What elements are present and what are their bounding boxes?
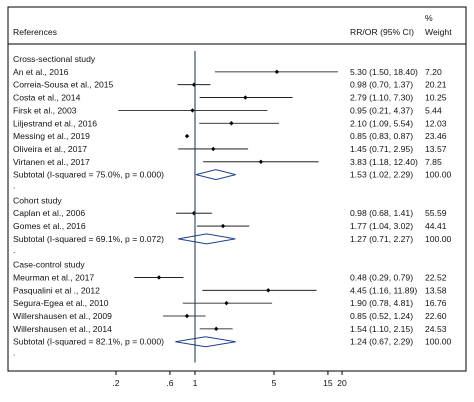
study-label: Firsk et al., 2003: [13, 105, 77, 115]
point-estimate: [184, 313, 190, 319]
subtotal-label: Subtotal (I-squared = 82.1%, p = 0.000): [13, 337, 164, 347]
weight-text: 7.85: [425, 157, 442, 167]
study-label: Costa et al., 2014: [13, 93, 81, 103]
weight-text: 13.58: [425, 285, 447, 295]
weight-text: 23.46: [425, 131, 447, 141]
subtotal-diamond: [195, 169, 236, 181]
weight-text: 22.60: [425, 311, 447, 321]
spacer-dot: .: [13, 181, 15, 191]
weight-text: 5.44: [425, 105, 442, 115]
point-estimate: [243, 95, 248, 100]
header-references: References: [13, 27, 57, 37]
study-label: Oliveira et al., 2017: [13, 144, 87, 154]
group-label: Case-control study: [13, 260, 85, 270]
effect-ci-text: 2.10 (1.09, 5.54): [350, 118, 413, 128]
point-estimate: [211, 146, 216, 152]
effect-ci-text: 1.54 (1.10, 2.15): [350, 324, 413, 334]
spacer-dot: .: [13, 348, 15, 358]
x-axis-ticks: .2.6 1 5 15 20: [112, 371, 347, 388]
header-weight: Weight: [425, 27, 452, 37]
weight-text: 22.52: [425, 272, 447, 282]
point-estimate: [213, 326, 219, 332]
study-label: Segura-Egea et al., 2010: [13, 298, 109, 308]
weight-text: 100.00: [425, 170, 452, 180]
point-estimate: [190, 108, 195, 113]
x-tick-label: .2: [112, 378, 119, 388]
effect-ci-text: 0.85 (0.52, 1.24): [350, 311, 413, 321]
weight-text: 16.76: [425, 298, 447, 308]
header-effect: RR/OR (95% CI): [350, 27, 414, 37]
effect-ci-text: 0.98 (0.70, 1.37): [350, 80, 413, 90]
study-label: Correia-Sousa et al., 2015: [13, 80, 114, 90]
study-label: Willershausen et al., 2014: [13, 324, 112, 334]
point-estimate: [220, 223, 226, 229]
weight-text: 55.59: [425, 208, 447, 218]
x-tick-label: 20: [337, 378, 347, 388]
effect-ci-text: 1.53 (1.02, 2.29): [350, 170, 413, 180]
spacer-dot: .: [13, 245, 15, 255]
plot-frame: [7, 6, 467, 372]
study-label: An et al., 2016: [13, 67, 69, 77]
effect-ci-text: 5.30 (1.50, 18.40): [350, 67, 418, 77]
x-tick-label: 1: [193, 378, 198, 388]
study-label: Meurman et al., 2017: [13, 272, 94, 282]
subtotal-diamond: [178, 233, 236, 245]
effect-ci-text: 3.83 (1.18, 12.40): [350, 157, 418, 167]
point-estimate: [274, 69, 280, 75]
weight-text: 10.25: [425, 93, 447, 103]
effect-ci-text: 0.85 (0.83, 0.87): [350, 131, 413, 141]
point-estimate: [156, 275, 162, 280]
subtotal-label: Subtotal (I-squared = 69.1%, p = 0.072): [13, 234, 164, 244]
effect-ci-text: 1.24 (0.67, 2.29): [350, 337, 413, 347]
effect-ci-text: 1.77 (1.04, 3.02): [350, 221, 413, 231]
point-estimate: [224, 300, 229, 306]
effect-ci-text: 0.48 (0.29, 0.79): [350, 272, 413, 282]
point-estimate: [229, 121, 234, 126]
study-label: Caplan et al., 2006: [13, 208, 85, 218]
effect-ci-text: 0.95 (0.21, 4.37): [350, 105, 413, 115]
weight-text: 20.21: [425, 80, 447, 90]
effect-ci-text: 0.98 (0.68, 1.41): [350, 208, 413, 218]
subtotal-label: Subtotal (I-squared = 75.0%, p = 0.000): [13, 170, 164, 180]
weight-text: 100.00: [425, 234, 452, 244]
study-label: Messing et al., 2019: [13, 131, 90, 141]
x-tick-label: .6: [166, 378, 173, 388]
point-estimate: [184, 133, 190, 139]
study-label: Willershausen et al., 2009: [13, 311, 112, 321]
effect-ci-text: 1.45 (0.71, 2.95): [350, 144, 413, 154]
group-label: Cohort study: [13, 195, 62, 205]
effect-ci-text: 2.79 (1.10, 7.30): [350, 93, 413, 103]
header-weight-symbol: %: [425, 13, 433, 23]
study-label: Liljestrand et al., 2016: [13, 118, 97, 128]
point-estimate: [258, 159, 264, 164]
rows-layer: Cross-sectional study An et al., 2016 5.30…: [13, 51, 452, 363]
effect-ci-text: 4.45 (1.16, 11.89): [350, 285, 417, 295]
x-tick-label: 15: [323, 378, 333, 388]
weight-text: 12.03: [425, 118, 447, 128]
point-estimate: [266, 288, 271, 293]
weight-text: 44.41: [425, 221, 447, 231]
effect-ci-text: 1.27 (0.71, 2.27): [350, 234, 413, 244]
weight-text: 13.57: [425, 144, 447, 154]
weight-text: 100.00: [425, 337, 452, 347]
x-tick-label: 5: [272, 378, 277, 388]
weight-text: 24.53: [425, 324, 447, 334]
study-label: Pasqualini et al ., 2012: [13, 285, 100, 295]
effect-ci-text: 1.90 (0.78, 4.81): [350, 298, 413, 308]
weight-text: 7.20: [425, 67, 442, 77]
group-label: Cross-sectional study: [13, 54, 96, 64]
study-label: Gomes et al., 2016: [13, 221, 86, 231]
study-label: Virtanen et al., 2017: [13, 157, 90, 167]
